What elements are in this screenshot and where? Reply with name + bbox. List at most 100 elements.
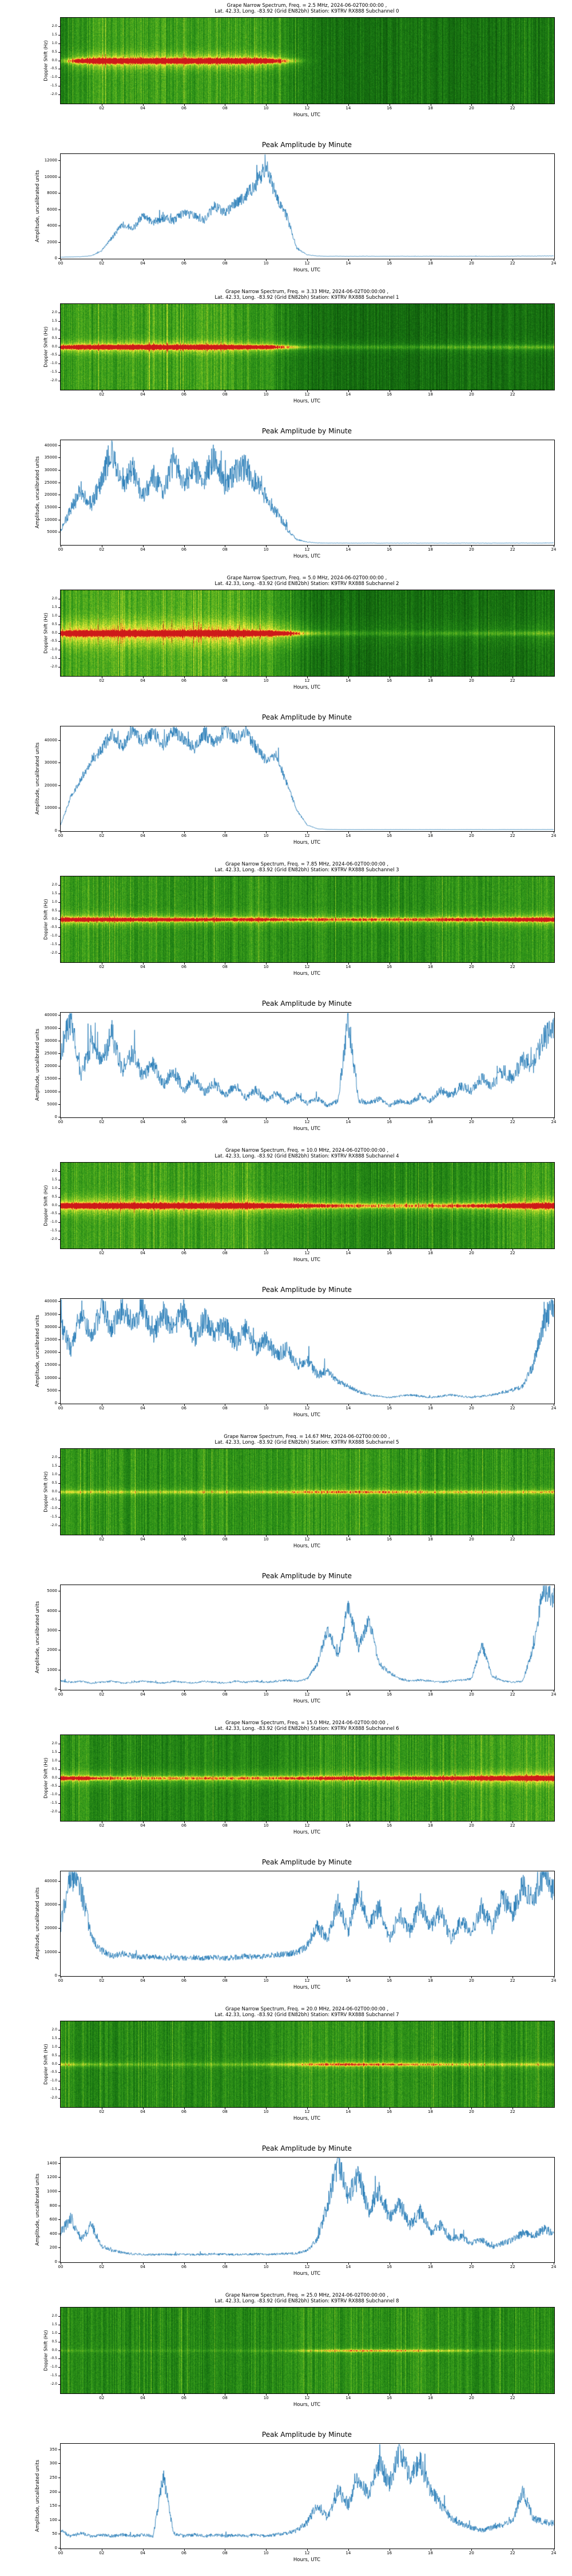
- x-tick-label: 18: [428, 2551, 433, 2555]
- y-tick-label: 0: [54, 1973, 57, 1978]
- x-tick-mark: [471, 1404, 472, 1406]
- y-tick-label: 300: [49, 2461, 57, 2466]
- x-tick-label: 18: [428, 1251, 433, 1255]
- x-tick-label: 10: [263, 1406, 269, 1411]
- x-tick-mark: [184, 104, 185, 106]
- y-tick-label: 350: [49, 2447, 57, 2452]
- x-tick-label: 16: [387, 2396, 392, 2400]
- y-tick-mark: [58, 2367, 60, 2368]
- y-tick-label: 200: [49, 2245, 57, 2250]
- x-tick-label: 02: [99, 1692, 105, 1697]
- y-tick-mark: [58, 762, 60, 764]
- x-tick-label: 22: [510, 1251, 515, 1255]
- x-tick-mark: [471, 963, 472, 965]
- x-tick-mark: [471, 546, 472, 547]
- spectrogram-figure: Grape Narrow Spectrum, Freq. = 20.0 MHz,…: [0, 2004, 572, 2141]
- x-tick-label: 14: [345, 2265, 351, 2269]
- spectrogram-figure: Grape Narrow Spectrum, Freq. = 10.0 MHz,…: [0, 1145, 572, 1282]
- x-tick-mark: [142, 2263, 144, 2265]
- x-tick-label: 08: [222, 261, 228, 266]
- line-hours-axis-label: Hours, UTC: [293, 1985, 321, 1990]
- x-tick-label: 06: [181, 1406, 186, 1411]
- line-chart-title: Peak Amplitude by Minute: [261, 999, 352, 1008]
- y-tick-label: 2.0: [51, 1455, 57, 1459]
- x-tick-label: 22: [510, 1537, 515, 1542]
- y-tick-mark: [58, 26, 60, 27]
- y-tick-label: 15000: [44, 505, 57, 509]
- x-tick-label: 14: [345, 392, 351, 397]
- y-tick-mark: [58, 2219, 60, 2221]
- x-tick-label: 22: [510, 1823, 515, 1828]
- x-tick-label: 02: [99, 1120, 105, 1124]
- y-tick-label: 5000: [47, 1589, 57, 1594]
- x-tick-label: 04: [140, 1692, 146, 1697]
- y-tick-mark: [58, 953, 60, 954]
- spectrogram-hours-axis-label: Hours, UTC: [293, 971, 321, 977]
- x-tick-mark: [471, 2549, 472, 2551]
- x-tick-label: 02: [99, 1978, 105, 1983]
- y-tick-mark: [58, 641, 60, 642]
- y-tick-label: -1.0: [50, 647, 57, 652]
- y-tick-label: -1.5: [50, 656, 57, 661]
- y-tick-label: 40000: [44, 1878, 57, 1883]
- y-tick-label: -1.5: [50, 370, 57, 374]
- x-tick-label: 10: [263, 965, 269, 969]
- x-tick-label: 04: [140, 1406, 146, 1411]
- y-tick-label: -0.5: [50, 639, 57, 643]
- y-tick-mark: [58, 902, 60, 903]
- line-hours-axis-label: Hours, UTC: [293, 554, 321, 559]
- y-tick-label: -1.0: [50, 1220, 57, 1224]
- x-tick-label: 10: [263, 392, 269, 397]
- y-tick-label: -1.5: [50, 2087, 57, 2092]
- x-tick-label: 22: [510, 547, 515, 552]
- y-tick-label: 1.0: [51, 1472, 57, 1476]
- line-chart-canvas: [61, 1871, 554, 1976]
- x-tick-label: 02: [99, 547, 105, 552]
- x-tick-label: 18: [428, 2265, 433, 2269]
- x-tick-label: 20: [468, 1978, 474, 1983]
- x-tick-label: 12: [304, 2396, 310, 2400]
- y-tick-mark: [58, 936, 60, 937]
- line-chart-canvas: [61, 1299, 554, 1404]
- line-plot-area: [60, 1298, 555, 1404]
- x-tick-mark: [307, 677, 308, 678]
- x-tick-label: 14: [345, 1692, 351, 1697]
- subchannel-section: Grape Narrow Spectrum, Freq. = 25.0 MHz,…: [0, 2290, 572, 2576]
- y-tick-label: 10000: [44, 1375, 57, 1380]
- spectrogram-figure: Grape Narrow Spectrum, Freq. = 7.85 MHz,…: [0, 859, 572, 996]
- x-tick-label: 16: [387, 1692, 392, 1697]
- y-tick-mark: [58, 507, 60, 508]
- x-tick-label: 20: [468, 392, 474, 397]
- subchannel-section: Grape Narrow Spectrum, Freq. = 20.0 MHz,…: [0, 2004, 572, 2290]
- x-tick-label: 12: [304, 1120, 310, 1124]
- y-tick-label: 1.0: [51, 2330, 57, 2335]
- y-tick-mark: [58, 1171, 60, 1172]
- spectrogram-title-line2: Lat. 42.33, Long. -83.92 (Grid EN82bh) S…: [214, 2012, 399, 2018]
- y-tick-label: 0.5: [51, 622, 57, 626]
- x-tick-mark: [142, 390, 144, 392]
- x-tick-label: 18: [428, 1978, 433, 1983]
- x-tick-mark: [266, 390, 267, 392]
- y-tick-label: 10000: [44, 1089, 57, 1094]
- x-tick-mark: [142, 259, 144, 261]
- y-tick-label: 600: [49, 2217, 57, 2222]
- x-tick-label: 08: [222, 965, 228, 969]
- y-tick-label: 0.0: [51, 916, 57, 921]
- y-tick-label: 1.5: [51, 605, 57, 609]
- spectrogram-hours-axis-label: Hours, UTC: [293, 112, 321, 118]
- y-tick-label: 0: [54, 828, 57, 833]
- y-tick-label: 30000: [44, 1324, 57, 1329]
- x-tick-label: 18: [428, 106, 433, 110]
- line-hours-axis-label: Hours, UTC: [293, 267, 321, 273]
- y-tick-label: 20000: [44, 1926, 57, 1931]
- y-tick-label: 0: [54, 2259, 57, 2264]
- line-chart-figure: Peak Amplitude by Minute Amplitude, unca…: [0, 1568, 572, 1717]
- x-tick-label: 22: [510, 678, 515, 683]
- y-tick-mark: [58, 884, 60, 886]
- line-plot-area: [60, 2443, 555, 2549]
- x-tick-mark: [348, 104, 349, 106]
- line-hours-axis-label: Hours, UTC: [293, 1412, 321, 1418]
- x-tick-label: 14: [345, 261, 351, 266]
- x-tick-label: 00: [58, 547, 63, 552]
- y-tick-label: 0.5: [51, 2339, 57, 2344]
